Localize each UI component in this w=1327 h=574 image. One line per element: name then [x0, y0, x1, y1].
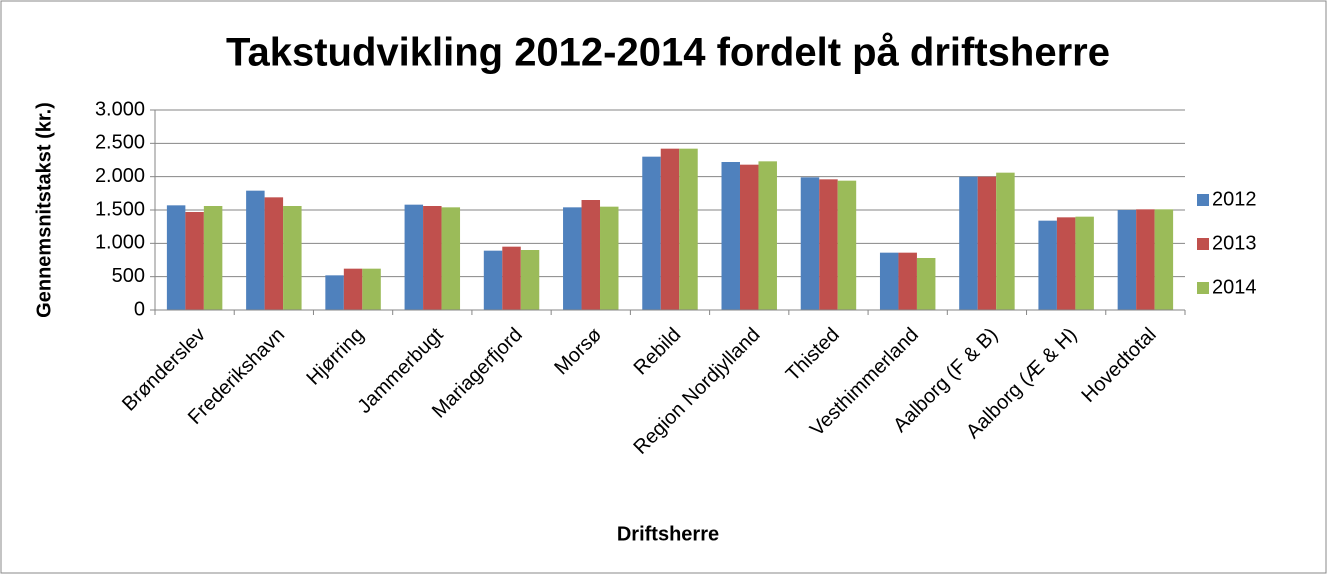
legend-swatch	[1197, 238, 1209, 250]
bar	[916, 258, 936, 310]
bar	[721, 162, 740, 310]
y-tick-label: 1.000	[95, 232, 145, 254]
bar	[800, 177, 820, 310]
bar	[246, 190, 265, 310]
bar	[264, 197, 284, 310]
bar	[758, 161, 777, 310]
bar	[203, 206, 223, 310]
bar	[1056, 217, 1076, 310]
legend-label: 2014	[1212, 276, 1257, 298]
bar	[819, 179, 838, 310]
bar	[1038, 220, 1057, 310]
legend-swatch	[1197, 282, 1209, 294]
y-tick-label: 1.500	[95, 198, 145, 220]
bar	[1075, 216, 1094, 310]
bar	[520, 250, 540, 310]
bar	[1136, 209, 1155, 310]
bar	[879, 252, 899, 310]
y-tick-label: 3.000	[95, 98, 145, 120]
y-axis-title: Gennemsnitstakst (kr.)	[33, 102, 55, 318]
bar	[581, 200, 601, 310]
x-axis-title: Driftsherre	[617, 523, 719, 545]
bar	[898, 252, 917, 310]
bar	[679, 148, 698, 310]
bar	[362, 268, 381, 310]
bar	[166, 205, 186, 310]
bar	[283, 206, 302, 310]
bar	[483, 250, 503, 310]
bar	[185, 212, 204, 310]
bar	[441, 207, 461, 310]
bar	[325, 275, 344, 310]
bar	[1117, 210, 1137, 310]
y-tick-label: 2.000	[95, 165, 145, 187]
bar	[404, 204, 424, 310]
bar	[1154, 209, 1174, 310]
chart-title: Takstudvikling 2012-2014 fordelt på drif…	[226, 31, 1110, 75]
bar	[996, 172, 1015, 310]
bar	[739, 164, 759, 310]
bar	[642, 156, 661, 310]
y-tick-label: 2.500	[95, 132, 145, 154]
bar	[502, 246, 521, 310]
bar	[563, 207, 582, 310]
bar	[600, 206, 619, 310]
bar	[423, 206, 442, 310]
legend-label: 2013	[1212, 232, 1257, 254]
bar	[977, 176, 997, 310]
legend-swatch	[1197, 194, 1209, 206]
legend-label: 2012	[1212, 188, 1257, 210]
y-tick-label: 500	[112, 265, 145, 287]
bar	[660, 148, 680, 310]
y-tick-label: 0	[134, 298, 145, 320]
bar	[837, 180, 857, 310]
bar	[959, 176, 978, 310]
bar	[343, 268, 363, 310]
